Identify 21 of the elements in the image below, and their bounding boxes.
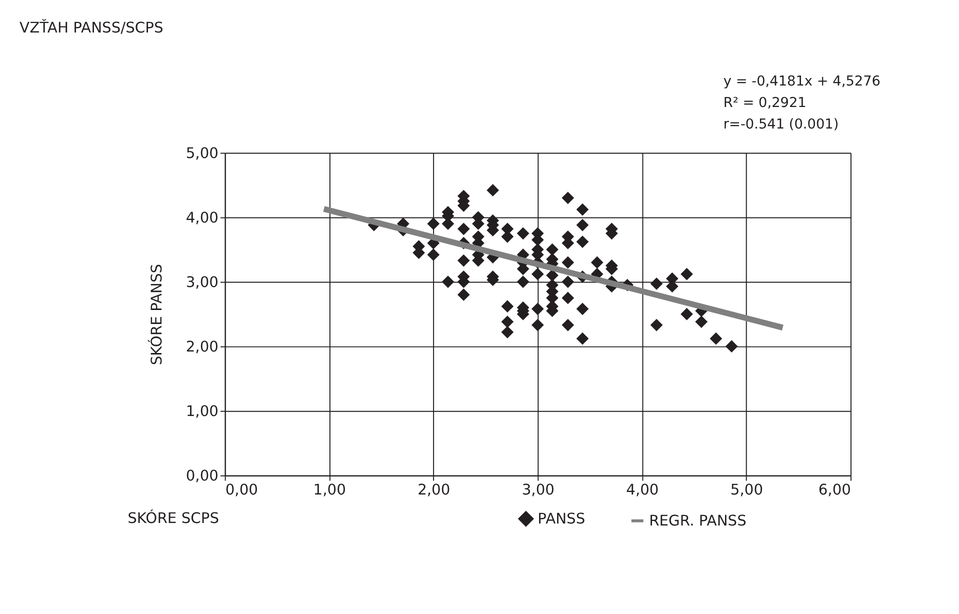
text: VZŤAH PANSS/SCPS (20, 18, 164, 37)
legend-label: PANSS (538, 510, 586, 528)
y-tick-label: 0,00 (186, 468, 218, 485)
x-tick-label: 1,00 (313, 481, 346, 498)
x-tick-label: 3,00 (522, 481, 554, 498)
y-tick-label: 1,00 (186, 403, 218, 420)
x-tick-label: 5,00 (730, 481, 764, 498)
legend-label: REGR. PANSS (649, 512, 746, 530)
text: r=-0.541 (0.001) (723, 116, 839, 132)
text: y = -0,4181x + 4,5276 (723, 73, 880, 90)
x-tick-label: 0,00 (225, 481, 258, 498)
x-tick-label: 4,00 (626, 481, 659, 498)
y-tick-label: 3,00 (186, 274, 218, 292)
x-axis-title: SKÓRE SCPS (128, 508, 220, 527)
y-tick-label: 4,00 (186, 210, 218, 227)
x-tick-label: 6,00 (818, 481, 851, 498)
y-axis-title: SKÓRE PANSS (147, 264, 166, 366)
x-tick-label: 2,00 (418, 481, 450, 498)
text: R² = 0,2921 (723, 94, 806, 111)
y-tick-label: 5,00 (186, 145, 218, 162)
y-tick-label: 2,00 (186, 338, 218, 356)
